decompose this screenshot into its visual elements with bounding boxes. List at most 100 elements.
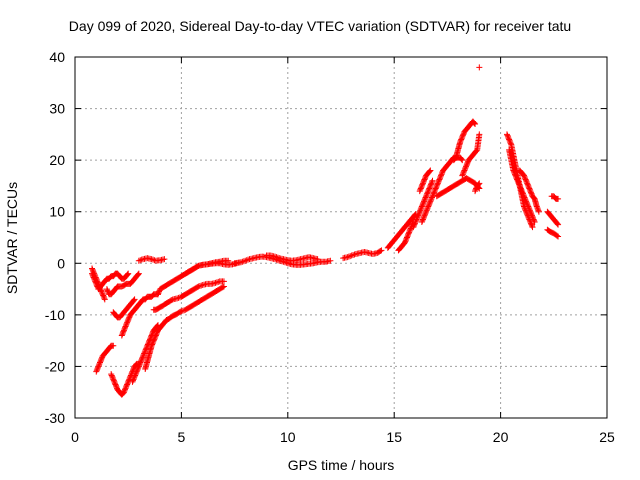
data-point [141,349,148,356]
data-point [528,221,535,228]
data-point [438,172,445,179]
data-point [135,363,142,370]
data-point [151,336,158,343]
data-point [476,180,483,187]
data-point [413,216,420,223]
data-point [112,381,119,388]
data-point [175,294,182,301]
data-point [220,283,227,290]
data-point [432,186,439,193]
data-point [403,234,410,241]
data-point [457,137,464,144]
data-point [135,364,142,371]
data-point [92,279,99,286]
data-point [555,233,562,240]
data-point [517,184,524,191]
data-point [136,362,143,369]
data-point [125,317,132,324]
data-point [503,131,510,138]
data-point [135,271,142,278]
chart-title: Day 099 of 2020, Sidereal Day-to-day VTE… [68,18,572,34]
data-point [428,180,435,187]
data-point [411,220,418,227]
data-point [434,180,441,187]
data-point [527,208,534,215]
data-point [351,251,358,258]
data-point [434,181,441,188]
data-point [420,213,427,220]
data-point [124,381,131,388]
data-point [534,204,541,211]
data-point [460,168,467,175]
data-point [140,353,147,360]
data-point [426,199,433,206]
data-point [459,133,466,140]
data-point [420,198,427,205]
data-point [459,157,466,164]
data-point [555,195,562,202]
data-point [430,190,437,197]
y-tick-label: -10 [45,307,65,323]
data-point [272,253,279,260]
data-point [458,156,465,163]
data-points [89,64,562,398]
data-point [460,170,467,177]
data-point [420,199,427,206]
data-point [425,203,432,210]
data-point [422,211,429,218]
data-point [462,164,469,171]
data-point [123,384,130,391]
data-point [458,135,465,142]
data-point [110,376,117,383]
data-point [125,270,132,277]
data-point [124,380,131,387]
data-point [526,185,533,192]
data-point [416,210,423,217]
data-point [417,206,424,213]
data-point [347,253,354,260]
data-point [471,120,478,127]
data-point [131,296,138,303]
data-point [459,132,466,139]
data-point [512,172,519,179]
axis-ticks: 0 5 10 15 20 25 -30 -20 -10 0 10 20 30 40 [45,49,615,445]
data-point [430,191,437,198]
data-point [132,372,139,379]
data-point [196,282,203,289]
data-point [426,200,433,207]
data-point [527,220,534,227]
data-point [426,168,433,175]
data-point [137,257,144,264]
data-point [553,232,560,239]
data-point [528,190,535,197]
data-point [516,182,523,189]
data-point [89,270,96,277]
data-point [523,177,530,184]
data-point [505,133,512,140]
x-tick-label: 0 [71,429,79,445]
data-point [101,295,108,302]
data-point [122,386,129,393]
data-point [422,194,429,201]
data-point [423,208,430,215]
data-point [137,359,144,366]
data-point [526,207,533,214]
data-point [406,228,413,235]
x-tick-label: 20 [493,429,509,445]
y-tick-label: 20 [49,152,65,168]
data-point [109,375,116,382]
y-tick-label: -30 [45,410,65,426]
data-point [92,278,99,285]
data-point [428,194,435,201]
data-point [110,377,117,384]
data-point [98,288,105,295]
data-point [245,256,252,263]
data-point [131,373,138,380]
data-point [242,257,249,264]
data-point [517,185,524,192]
data-point [93,367,100,374]
data-point [377,248,384,255]
data-point [148,256,155,263]
data-point [528,211,535,218]
data-point [101,296,108,303]
